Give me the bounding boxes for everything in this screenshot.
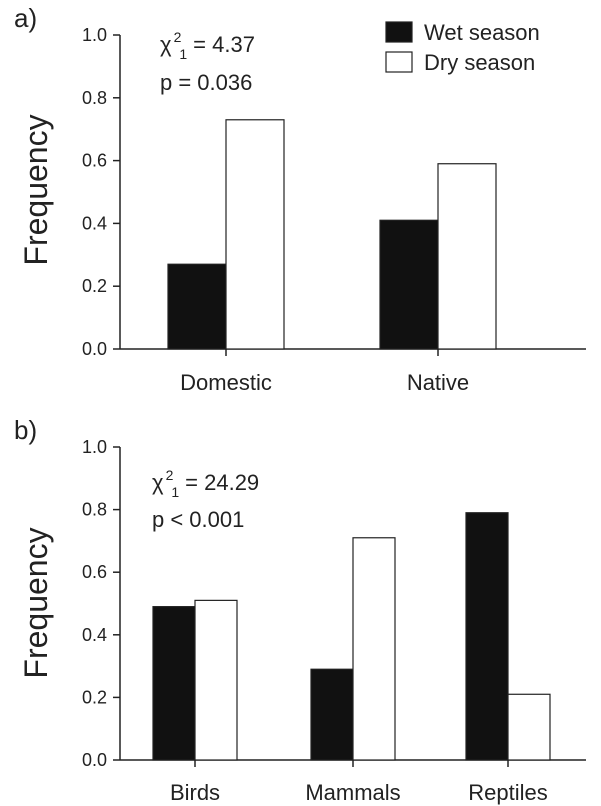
y-axis-label: Frequency	[18, 527, 54, 678]
bar-reptiles-wet-season	[465, 512, 509, 761]
category-label-domestic: Domestic	[180, 370, 272, 395]
y-tick-label: 1.0	[82, 25, 107, 45]
y-tick-label: 0.8	[82, 500, 107, 520]
y-tick-label: 0.6	[82, 562, 107, 582]
bar-domestic-dry-season	[225, 119, 285, 350]
bar-native-wet-season	[379, 219, 439, 350]
category-label-mammals: Mammals	[305, 780, 400, 805]
bar-mammals-dry-season	[352, 537, 396, 761]
category-label-birds: Birds	[170, 780, 220, 805]
legend-label-wet-season: Wet season	[424, 20, 540, 45]
y-tick-label: 0.0	[82, 750, 107, 770]
bar-birds-wet-season	[152, 606, 196, 761]
y-tick-label: 0.4	[82, 213, 107, 233]
y-tick-label: 0.6	[82, 151, 107, 171]
stat-annotation: χ 2 1 = 4.37	[160, 29, 255, 62]
y-tick-label: 0.2	[82, 276, 107, 296]
y-tick-label: 0.8	[82, 88, 107, 108]
panel-label: a)	[14, 3, 37, 33]
stat-annotation: χ 2 1 = 24.29	[152, 467, 259, 500]
y-tick-label: 0.4	[82, 625, 107, 645]
y-tick-label: 1.0	[82, 437, 107, 457]
legend-swatch-wet-season	[385, 21, 413, 43]
panel-label: b)	[14, 415, 37, 445]
bar-native-dry-season	[437, 163, 497, 350]
category-label-native: Native	[407, 370, 469, 395]
legend-swatch-dry-season	[385, 51, 413, 73]
bar-reptiles-dry-season	[507, 693, 551, 761]
y-tick-label: 0.2	[82, 687, 107, 707]
y-tick-label: 0.0	[82, 339, 107, 359]
bar-domestic-wet-season	[167, 263, 227, 350]
p-value-annotation: p = 0.036	[160, 70, 252, 95]
y-axis-label: Frequency	[18, 114, 54, 265]
category-label-reptiles: Reptiles	[468, 780, 547, 805]
legend-label-dry-season: Dry season	[424, 50, 535, 75]
bar-birds-dry-season	[194, 599, 238, 761]
bar-mammals-wet-season	[310, 668, 354, 761]
p-value-annotation: p < 0.001	[152, 507, 244, 532]
